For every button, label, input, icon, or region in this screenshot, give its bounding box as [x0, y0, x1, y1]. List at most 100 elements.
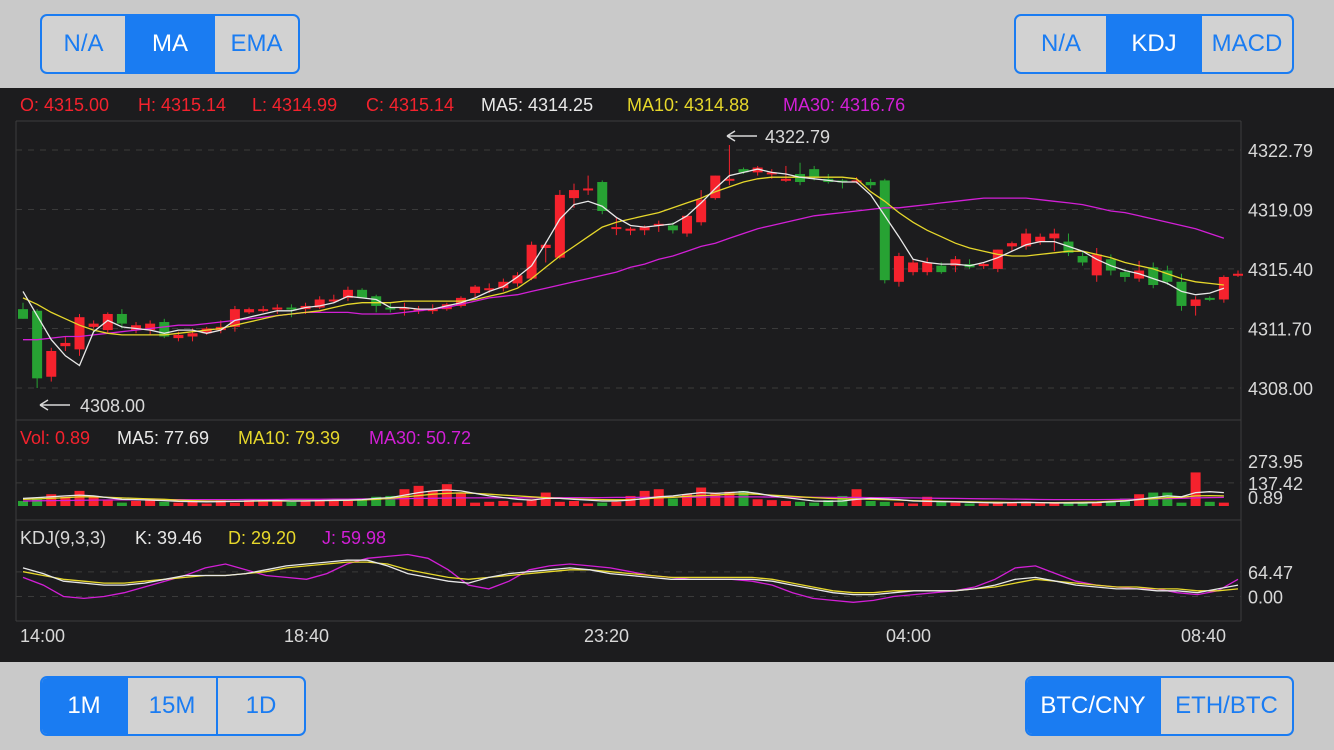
candle — [696, 190, 707, 226]
candle — [46, 347, 57, 382]
candle — [371, 294, 382, 313]
candle — [399, 302, 410, 316]
volume-bar — [724, 491, 735, 506]
candle — [540, 241, 551, 263]
candle-body — [738, 169, 749, 173]
candle-body — [357, 289, 368, 298]
candle — [809, 165, 820, 181]
kdj-d-line — [22, 561, 1239, 594]
main-indicator-ema-button[interactable]: EMA — [230, 30, 283, 57]
candle-body — [710, 175, 721, 199]
chart-area[interactable]: O: 4315.00 H: 4315.14 L: 4314.99 C: 4315… — [0, 88, 1334, 662]
candle — [357, 288, 368, 298]
volume-bar — [568, 500, 579, 506]
candle-body — [286, 307, 297, 310]
candle-body — [1148, 267, 1159, 286]
candle-body — [780, 178, 791, 181]
candle — [229, 305, 240, 332]
volume-bar — [201, 503, 212, 506]
indicator-lines — [22, 168, 1239, 603]
candle — [498, 278, 509, 292]
volume-bar — [116, 502, 127, 506]
sub-indicator-macd-button[interactable]: MACD — [1211, 30, 1283, 57]
volume-bar — [1190, 472, 1201, 506]
candle-body — [1021, 233, 1032, 247]
candle-body — [583, 188, 594, 191]
volume-bar — [314, 499, 325, 506]
volume-bar — [893, 502, 904, 506]
candle-body — [893, 256, 904, 282]
price-ma5-line — [22, 168, 1225, 367]
vol-info-ma10: MA10: 79.39 — [238, 428, 340, 448]
volume-bar — [441, 484, 452, 506]
candle — [1176, 273, 1187, 311]
volume-bar — [936, 501, 947, 506]
main-indicator-selector: N/A MA EMA — [40, 14, 300, 74]
candle — [611, 217, 622, 236]
candle-body — [32, 310, 43, 379]
interval-15m-button[interactable]: 15M — [128, 678, 218, 734]
candle-body — [455, 297, 466, 306]
candle-body — [992, 249, 1003, 269]
candle-body — [201, 328, 212, 334]
sub-indicator-n-a-button[interactable]: N/A — [1016, 16, 1108, 72]
price-tick-label: 4322.79 — [1248, 141, 1313, 161]
kdj-info-label: KDJ(9,3,3) — [20, 528, 106, 548]
main-indicator-ma-button[interactable]: MA — [127, 16, 215, 72]
volume-bar — [1077, 502, 1088, 506]
candle-body — [470, 286, 481, 294]
kdj-tick-label: 0.00 — [1248, 588, 1283, 608]
candle-body — [18, 309, 28, 319]
interval-1d-button[interactable]: 1D — [245, 692, 277, 719]
candle — [1148, 262, 1159, 289]
candle-body — [795, 173, 806, 183]
info-row: O: 4315.00 H: 4315.14 L: 4314.99 C: 4315… — [20, 95, 905, 548]
volume-bar — [145, 498, 156, 506]
candle-body — [554, 194, 565, 258]
pair-eth-btc-button[interactable]: ETH/BTC — [1175, 692, 1278, 719]
volume-bar — [1218, 502, 1229, 506]
time-tick-label: 14:00 — [20, 626, 65, 646]
candle-body — [385, 307, 396, 310]
pair-btc-cny-button[interactable]: BTC/CNY — [1027, 678, 1161, 734]
info-ma10: MA10: 4314.88 — [627, 95, 749, 115]
candle — [1190, 296, 1201, 316]
volume-bar — [32, 499, 43, 506]
volume-bar — [244, 499, 255, 506]
candle — [1091, 248, 1102, 282]
volume-bar — [950, 502, 961, 506]
candle-body — [625, 228, 636, 231]
candle-body — [936, 265, 947, 273]
candle-body — [258, 309, 269, 312]
volume-tick-label: 0.89 — [1248, 488, 1283, 508]
candle-body — [88, 323, 99, 327]
volume-bar — [455, 493, 466, 506]
kdj-info-d: D: 29.20 — [228, 528, 296, 548]
volume-bar — [342, 500, 353, 506]
candlestick-chart[interactable]: O: 4315.00 H: 4315.14 L: 4314.99 C: 4315… — [0, 88, 1334, 662]
candle — [1021, 228, 1032, 250]
main-indicator-n-a-button[interactable]: N/A — [42, 16, 127, 72]
interval-1m-button[interactable]: 1M — [42, 678, 128, 734]
info-open: O: 4315.00 — [20, 95, 109, 115]
time-tick-label: 04:00 — [886, 626, 931, 646]
candle-body — [131, 325, 142, 331]
volume-bar — [554, 501, 565, 506]
candle — [102, 312, 113, 334]
max-price-label: 4322.79 — [765, 127, 830, 147]
candle-body — [1077, 256, 1088, 263]
candle-body — [229, 309, 240, 327]
candle-body — [116, 313, 127, 324]
volume-bar — [908, 503, 919, 506]
sub-indicator-kdj-button[interactable]: KDJ — [1108, 16, 1202, 72]
volume-bar — [470, 502, 481, 506]
volume-bar — [879, 501, 890, 506]
price-tick-label: 4311.70 — [1248, 319, 1312, 339]
volume-bar — [328, 500, 339, 506]
axis-labels: 4322.79 4319.09 4315.40 4311.70 4308.00 273.9… — [20, 141, 1313, 646]
vol-info-ma5: MA5: 77.69 — [117, 428, 209, 448]
volume-bar — [1119, 498, 1130, 506]
candle-body — [865, 182, 876, 186]
min-price-label: 4308.00 — [80, 396, 145, 416]
info-low: L: 4314.99 — [252, 95, 337, 115]
